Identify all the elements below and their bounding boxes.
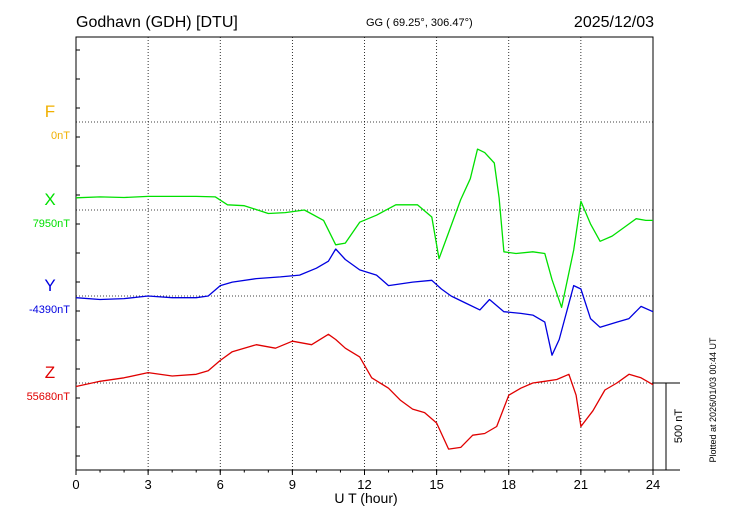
- chart-subtitle: GG ( 69.25°, 306.47°): [366, 17, 473, 29]
- series-layer: [75, 148, 654, 450]
- scale-bar-label: 500 nT: [673, 409, 685, 444]
- chart-date: 2025/12/03: [574, 14, 654, 31]
- scale-bar: 500 nT: [653, 382, 685, 471]
- x-tick-label: 3: [145, 477, 152, 492]
- series-name-Z: Z: [45, 363, 55, 382]
- x-tick-label: 24: [646, 477, 660, 492]
- series-baseline-X: 7950nT: [33, 218, 71, 230]
- x-tick-label: 15: [429, 477, 443, 492]
- series-baseline-F: 0nT: [51, 130, 70, 142]
- series-labels: F 0nT X 7950nT Y -4390nT Z 55680nT: [27, 102, 71, 403]
- x-tick-label: 9: [289, 477, 296, 492]
- series-name-X: X: [44, 190, 55, 209]
- x-tick-label: 18: [502, 477, 516, 492]
- axis-ticks: 0 3 6 9 12 15 18 21 24: [72, 49, 660, 492]
- x-tick-label: 0: [72, 477, 79, 492]
- x-tick-label: 21: [574, 477, 588, 492]
- x-tick-label: 6: [217, 477, 224, 492]
- plotted-note: Plotted at 2026/01/03 00:44 UT: [708, 337, 718, 463]
- chart-title: Godhavn (GDH) [DTU]: [76, 14, 238, 31]
- series-name-Y: Y: [44, 276, 55, 295]
- series-line-Z: [75, 333, 654, 450]
- series-name-F: F: [45, 102, 55, 121]
- grid: [76, 37, 653, 470]
- series-baseline-Z: 55680nT: [27, 391, 71, 403]
- x-axis-label: U T (hour): [334, 490, 397, 506]
- x-tick-label: 12: [357, 477, 371, 492]
- series-line-Y: [75, 248, 654, 356]
- series-line-X: [75, 148, 653, 309]
- series-baseline-Y: -4390nT: [29, 304, 70, 316]
